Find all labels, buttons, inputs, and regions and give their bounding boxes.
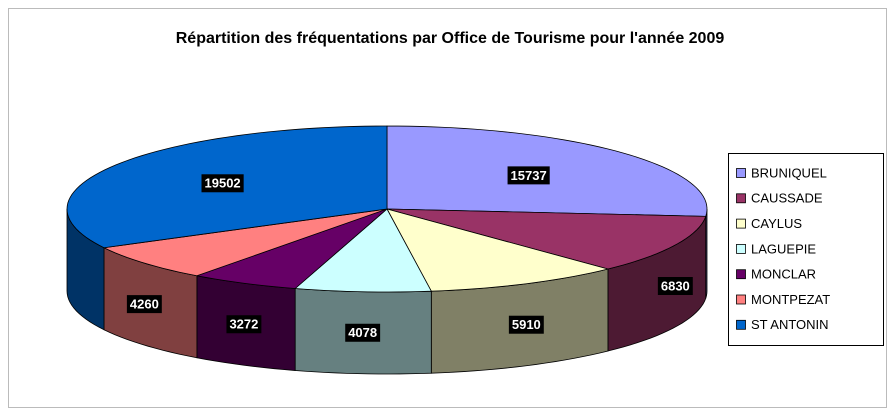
chart-title: Répartition des fréquentations par Offic… (175, 30, 725, 47)
data-label: 19502 (205, 176, 241, 191)
legend-swatch (736, 243, 746, 254)
legend-swatch (736, 218, 746, 229)
legend-swatch (736, 193, 746, 204)
data-label-bg (201, 174, 244, 193)
legend-items: BRUNIQUEL CAUSSADE CAYLUS LAGUEPIE MONCLAR MO… (736, 165, 830, 332)
chart-frame (8, 8, 887, 408)
legend-label: BRUNIQUEL (751, 165, 827, 180)
legend (728, 153, 884, 346)
pie: 15737 6830 5910 4078 3272 4260 19502 (66, 125, 708, 375)
legend-swatch (736, 269, 746, 280)
legend-label: LAGUEPIE (751, 241, 816, 256)
legend-label: ST ANTONIN (751, 317, 829, 332)
data-label: 4260 (130, 297, 159, 312)
data-label-bg (507, 166, 550, 185)
legend-label: CAUSSADE (751, 191, 823, 206)
data-label-bg (657, 276, 693, 295)
data-label-bg (126, 295, 162, 314)
legend-swatch (736, 168, 746, 178)
data-label-bg (226, 315, 262, 334)
slice (102, 208, 388, 277)
slice (386, 208, 609, 292)
data-label: 4078 (348, 325, 377, 340)
slice (386, 208, 707, 270)
data-label-bg (508, 315, 544, 334)
data-label: 3272 (229, 317, 258, 332)
data-label: 6830 (661, 278, 690, 293)
slice (294, 208, 432, 293)
legend-label: CAYLUS (751, 216, 802, 231)
legend-label: MONCLAR (751, 267, 816, 282)
data-label-bg (345, 323, 381, 342)
data-label: 5910 (512, 317, 541, 332)
legend-swatch (736, 294, 746, 305)
data-label: 15737 (511, 168, 547, 183)
legend-swatch (736, 319, 746, 330)
slice (195, 208, 388, 289)
legend-label: MONTPEZAT (751, 292, 830, 307)
